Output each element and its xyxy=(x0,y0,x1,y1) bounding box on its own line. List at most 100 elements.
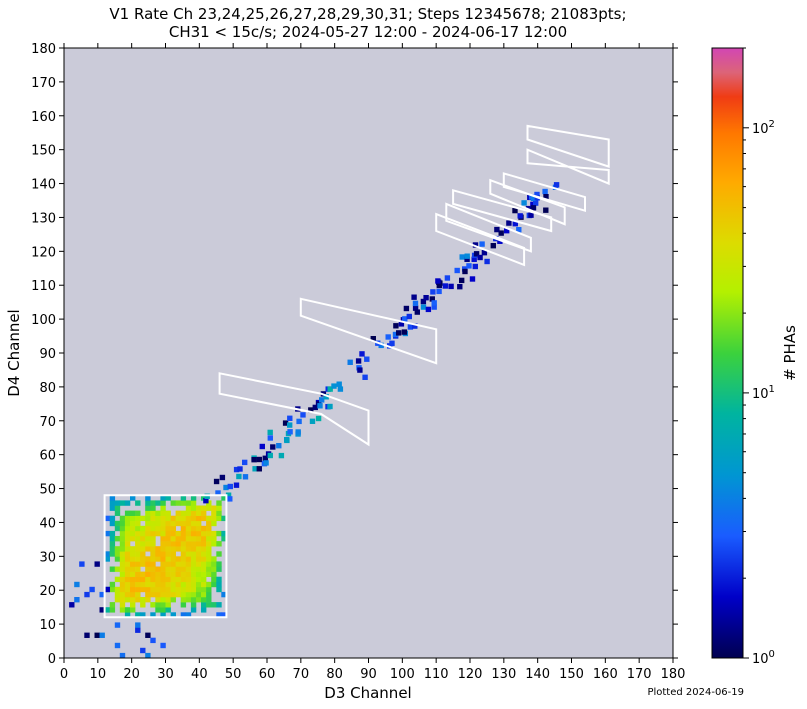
heatmap-cell xyxy=(114,591,121,598)
heatmap-cell xyxy=(206,546,212,552)
heatmap-cell xyxy=(150,561,156,567)
heatmap-cell xyxy=(119,607,126,613)
heatmap-cell xyxy=(114,576,121,583)
heatmap-cell xyxy=(473,251,480,257)
heatmap-cell xyxy=(479,241,485,247)
heatmap-cell xyxy=(124,556,131,562)
heatmap-cell xyxy=(130,597,136,603)
heatmap-cell xyxy=(180,612,187,618)
heatmap-cell xyxy=(124,515,131,522)
heatmap-cell xyxy=(190,515,197,522)
heatmap-cell xyxy=(170,566,176,572)
heatmap-cell xyxy=(196,546,202,552)
heatmap-cell xyxy=(211,515,217,522)
heatmap-cell xyxy=(155,566,161,572)
heatmap-cell xyxy=(278,452,285,459)
heatmap-cell xyxy=(119,546,126,552)
heatmap-cell xyxy=(160,505,166,511)
heatmap-cell xyxy=(211,556,217,562)
heatmap-cell xyxy=(180,500,187,506)
heatmap-cell xyxy=(185,566,192,572)
y-tick-label: 80 xyxy=(39,381,56,396)
heatmap-cell xyxy=(553,182,560,188)
heatmap-cell xyxy=(180,591,187,598)
y-tick-label: 40 xyxy=(39,516,56,531)
heatmap-cell xyxy=(462,268,468,275)
heatmap-cell xyxy=(185,546,192,552)
heatmap-cell xyxy=(225,492,232,498)
heatmap-cell xyxy=(185,551,192,557)
heatmap-cell xyxy=(155,546,161,552)
heatmap-cell xyxy=(233,482,240,488)
heatmap-cell xyxy=(206,597,212,603)
heatmap-cell xyxy=(237,466,243,472)
heatmap-cell xyxy=(516,227,522,233)
heatmap-cell xyxy=(431,304,437,310)
heatmap-cell xyxy=(175,500,181,506)
chart-title-line2: CH31 < 15c/s; 2024-05-27 12:00 - 2024-06… xyxy=(169,23,567,41)
heatmap-cell xyxy=(94,632,100,638)
heatmap-cell xyxy=(436,282,442,289)
heatmap-cell xyxy=(140,536,146,542)
x-axis-ticks: 0 10 20 30 40 50 60 70 80 90 100 110 120 130 140 150 160… xyxy=(60,43,685,682)
heatmap-cell xyxy=(165,541,171,547)
heatmap-cell xyxy=(130,561,136,567)
heatmap-cell xyxy=(160,607,166,613)
heatmap-cell xyxy=(145,581,151,588)
heatmap-cell xyxy=(170,581,176,588)
heatmap-cell xyxy=(135,546,141,552)
heatmap-cell xyxy=(135,566,141,572)
heatmap-cell xyxy=(124,586,131,593)
heatmap-cell xyxy=(201,571,207,577)
heatmap-cell xyxy=(216,561,222,567)
heatmap-cell xyxy=(119,536,126,542)
y-tick-label: 150 xyxy=(31,144,56,159)
heatmap-cell xyxy=(396,330,402,336)
y-tick-label: 60 xyxy=(39,449,56,464)
heatmap-cell xyxy=(109,515,116,522)
heatmap-cell xyxy=(206,586,212,593)
heatmap-cell xyxy=(242,459,248,466)
heatmap-cell xyxy=(145,571,151,577)
heatmap-cell xyxy=(201,525,207,532)
heatmap-cell xyxy=(263,460,269,466)
heatmap-cell xyxy=(201,541,207,547)
heatmap-cell xyxy=(109,530,116,537)
heatmap-cell xyxy=(145,632,151,638)
heatmap-cell xyxy=(135,586,141,593)
heatmap-cell xyxy=(150,505,156,511)
heatmap-cell xyxy=(109,546,116,552)
heatmap-cell xyxy=(494,226,500,233)
heatmap-cell xyxy=(185,510,192,516)
heatmap-cell xyxy=(175,591,181,598)
heatmap-cell xyxy=(170,541,176,547)
heatmap-cell xyxy=(201,556,207,562)
heatmap-cell xyxy=(170,586,176,593)
heatmap-cell xyxy=(155,586,161,593)
heatmap-cell xyxy=(185,556,192,562)
heatmap-cell xyxy=(130,581,136,588)
heatmap-cell xyxy=(216,576,222,583)
heatmap-cell xyxy=(124,530,131,537)
heatmap-cell xyxy=(457,284,463,290)
heatmap-cell xyxy=(201,607,207,613)
x-tick-label: 20 xyxy=(123,667,140,682)
heatmap-cell xyxy=(119,541,126,547)
heatmap-cell xyxy=(109,551,116,557)
heatmap-cell xyxy=(130,556,136,562)
heatmap-cell xyxy=(201,515,207,522)
y-tick-label: 170 xyxy=(31,76,56,91)
box-8 xyxy=(526,148,610,186)
heatmap-cell xyxy=(211,571,217,577)
heatmap-cell xyxy=(206,571,212,577)
heatmap-cell xyxy=(135,571,141,577)
heatmap-cell xyxy=(233,466,240,473)
heatmap-cell xyxy=(140,551,146,557)
heatmap-cell xyxy=(190,525,197,532)
heatmap-cell xyxy=(145,495,151,501)
y-tick-label: 120 xyxy=(31,245,56,260)
heatmap-cell xyxy=(196,510,202,516)
heatmap-cell xyxy=(185,591,192,598)
heatmap-cell xyxy=(201,561,207,567)
y-tick-label: 90 xyxy=(39,347,56,362)
